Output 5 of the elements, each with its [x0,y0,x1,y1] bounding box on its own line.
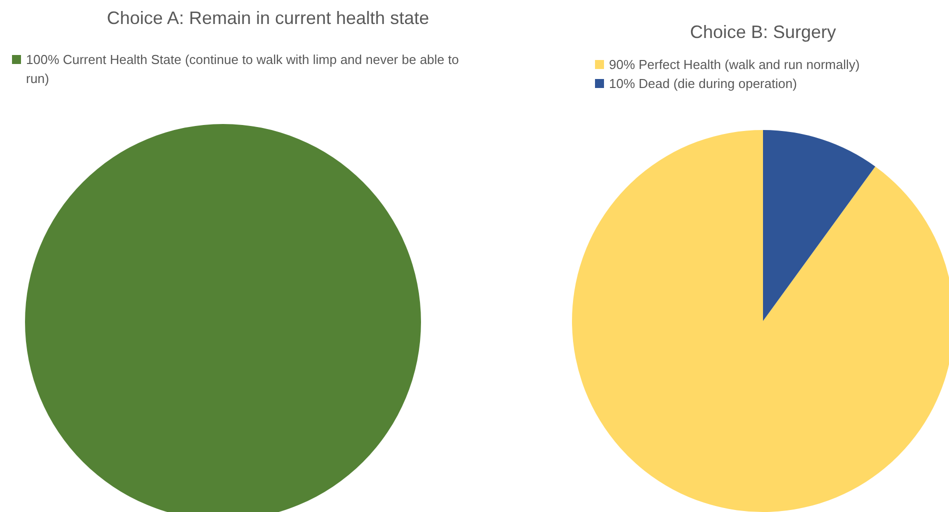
legend-label: 90% Perfect Health (walk and run normally) [609,56,860,74]
legend-label: 10% Dead (die during operation) [609,75,797,93]
chart-title: Choice A: Remain in current health state [106,8,430,29]
legend-label: 100% Current Health State (continue to walk with limp and never be able to run) [26,51,460,88]
chart-title: Choice B: Surgery [690,22,836,43]
